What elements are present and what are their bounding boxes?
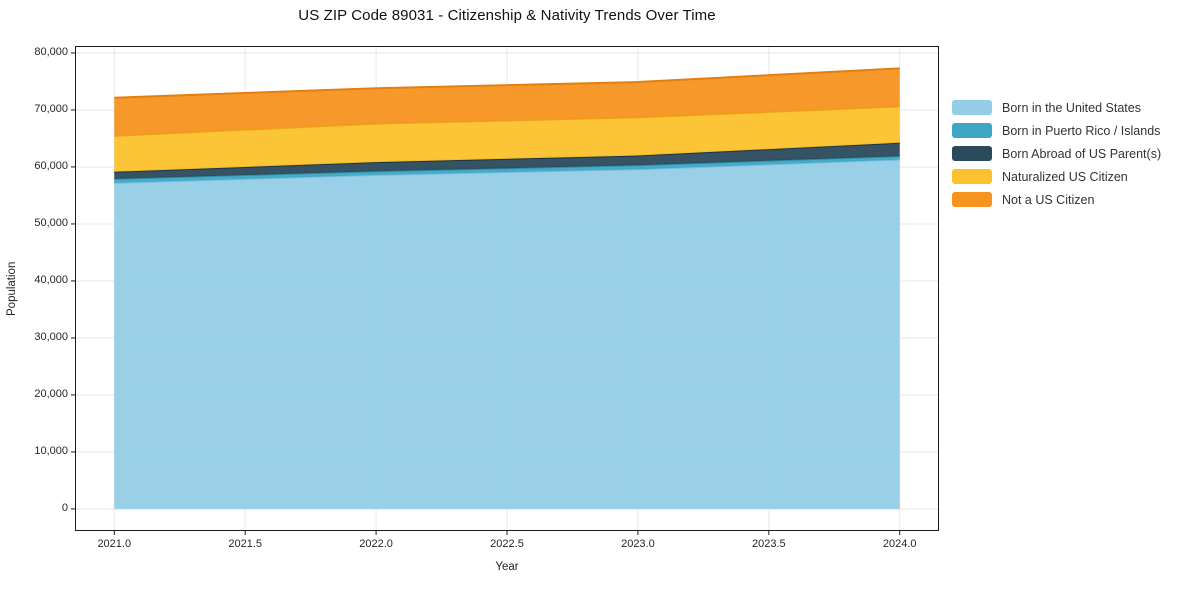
legend-item: Born in Puerto Rico / Islands	[952, 123, 1161, 138]
area-series-0	[114, 159, 900, 509]
y-tick-label: 30,000	[34, 331, 68, 344]
y-tick-label: 80,000	[34, 46, 68, 59]
chart-title: US ZIP Code 89031 - Citizenship & Nativi…	[298, 7, 716, 24]
legend-label: Naturalized US Citizen	[1002, 169, 1128, 184]
legend-label: Born in Puerto Rico / Islands	[1002, 123, 1161, 138]
legend-swatch-icon	[952, 123, 992, 138]
x-tick-label: 2022.5	[490, 538, 524, 550]
y-tick-label: 60,000	[34, 160, 68, 173]
x-tick-label: 2021.5	[228, 538, 262, 550]
legend-item: Not a US Citizen	[952, 192, 1161, 207]
legend-swatch-icon	[952, 146, 992, 161]
x-tick-label: 2023.5	[751, 538, 786, 550]
area-edge-0	[114, 158, 900, 184]
legend-label: Not a US Citizen	[1002, 192, 1095, 207]
legend-label: Born Abroad of US Parent(s)	[1002, 146, 1162, 161]
legend-label: Born in the United States	[1002, 100, 1141, 115]
area-series-2	[114, 142, 900, 179]
y-tick-label: 50,000	[34, 217, 68, 230]
legend-item: Born in the United States	[952, 100, 1161, 115]
x-axis-title: Year	[495, 561, 519, 573]
plot-frame	[75, 46, 939, 531]
x-tick-label: 2021.0	[97, 538, 132, 550]
y-tick-label: 40,000	[34, 274, 68, 287]
legend-swatch-icon	[952, 192, 992, 207]
legend-swatch-icon	[952, 169, 992, 184]
area-series-1	[114, 156, 900, 183]
legend-item: Naturalized US Citizen	[952, 169, 1161, 184]
legend-item: Born Abroad of US Parent(s)	[952, 146, 1161, 161]
y-tick-label: 0	[61, 502, 68, 515]
area-series-4	[114, 68, 900, 136]
plot-area	[71, 46, 939, 535]
y-tick-label: 20,000	[34, 388, 68, 401]
x-tick-label: 2023.0	[621, 538, 655, 550]
area-edge-4	[114, 67, 900, 99]
y-tick-label: 10,000	[34, 445, 68, 458]
legend: Born in the United States Born in Puerto …	[952, 100, 1161, 207]
area-series-3	[114, 106, 900, 172]
y-tick-label: 70,000	[34, 103, 68, 116]
x-tick-label: 2022.0	[359, 538, 393, 550]
x-tick-label: 2024.0	[882, 538, 917, 550]
legend-swatch-icon	[952, 100, 992, 115]
